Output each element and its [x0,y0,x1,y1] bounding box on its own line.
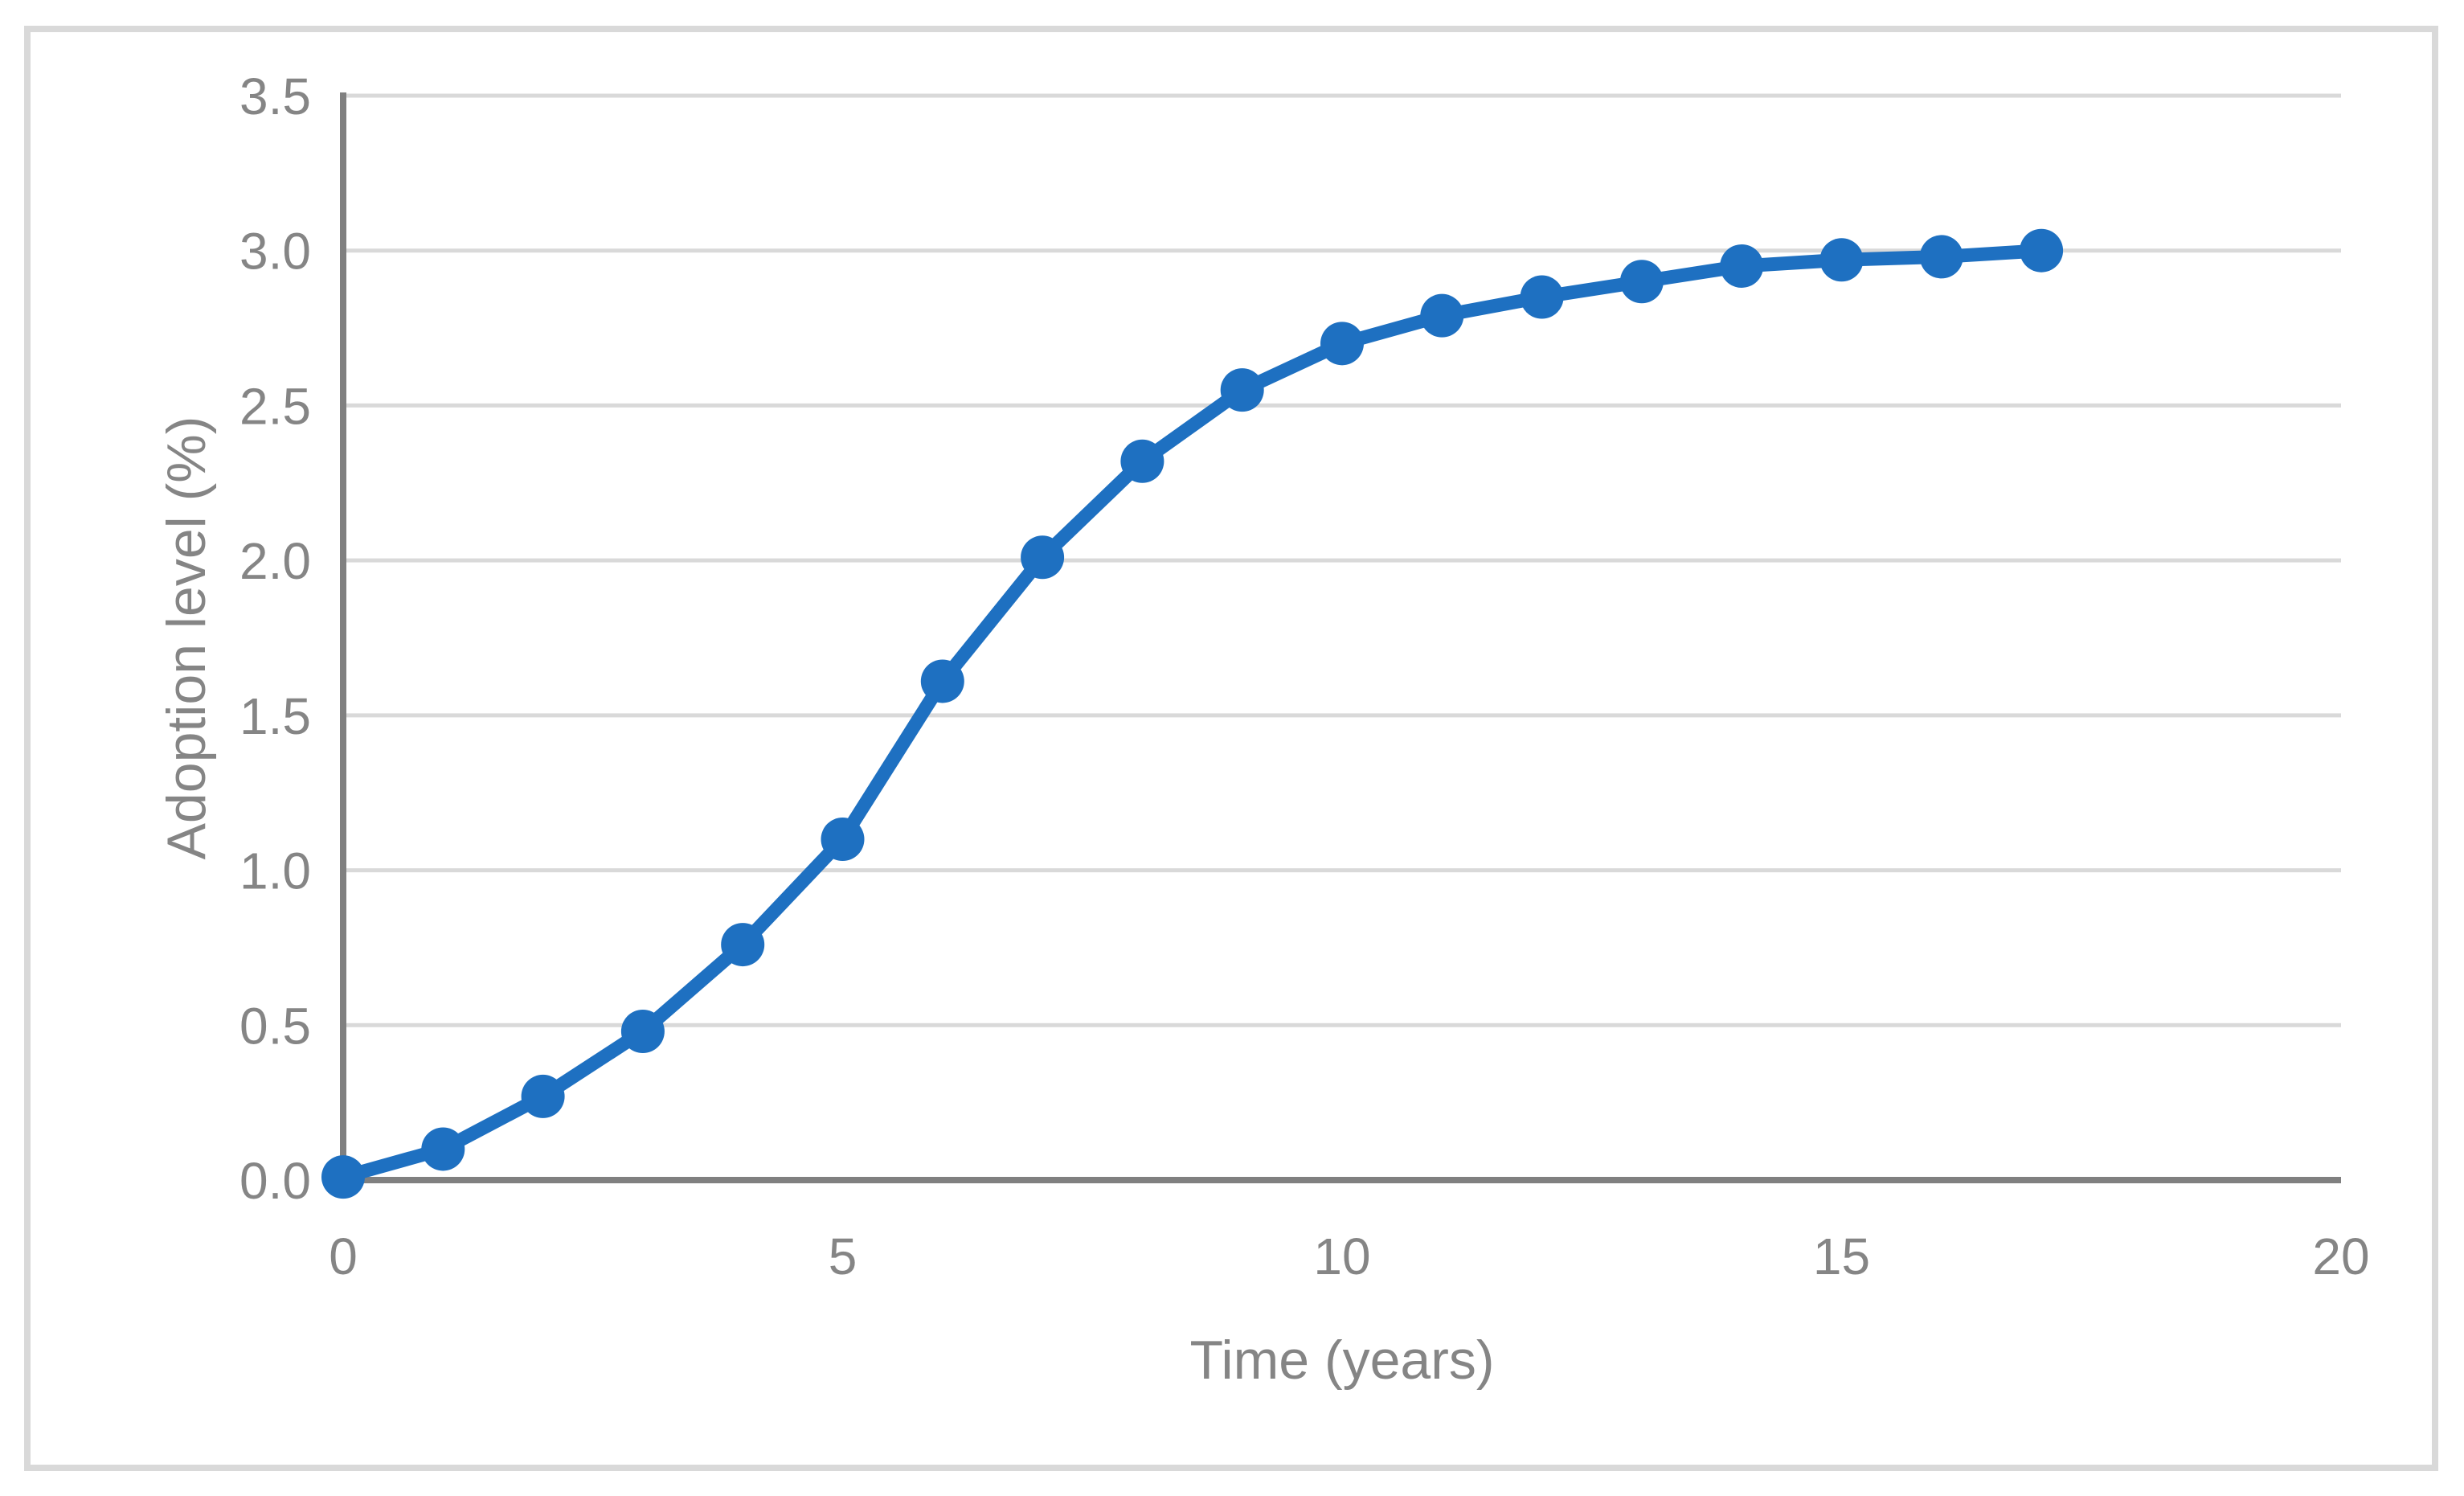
y-tick-label: 2.5 [239,377,311,435]
data-point-marker [1619,260,1664,304]
y-tick-label: 1.0 [239,842,311,900]
y-tick-label: 0.0 [239,1152,311,1210]
data-point-marker [521,1074,565,1118]
y-tick-label: 0.5 [239,997,311,1055]
data-point-marker [920,659,964,703]
x-tick-label: 5 [829,1228,857,1285]
data-point-marker [620,1009,665,1053]
y-tick-label: 1.5 [239,687,311,745]
x-tick-label: 15 [1813,1228,1870,1285]
data-point-marker [1120,439,1164,483]
data-point-marker [2020,228,2064,273]
x-tick-labels: 0 5 10 15 20 [329,1228,2369,1285]
data-point-marker [1320,322,1364,366]
y-tick-label: 2.0 [239,532,311,590]
y-tick-label: 3.5 [239,68,311,125]
x-tick-label: 10 [1313,1228,1370,1285]
x-tick-label: 20 [2312,1228,2369,1285]
data-point-marker [821,818,865,862]
data-point-marker [421,1127,465,1171]
y-tick-labels: 0.0 0.5 1.0 1.5 2.0 2.5 3.0 3.5 [239,68,311,1210]
data-point-marker [1021,535,1065,580]
y-axis-title: Adoption level (%) [156,416,217,860]
data-point-marker [1919,235,1963,279]
markers-group [321,228,2064,1199]
data-point-marker [1220,368,1264,412]
x-axis-title: Time (years) [1189,1330,1494,1391]
data-point-marker [721,923,765,967]
data-point-marker [1520,275,1564,319]
x-tick-label: 0 [329,1228,358,1285]
data-point-marker [1819,238,1864,282]
data-point-marker [1420,293,1464,338]
data-point-marker [1720,244,1764,288]
data-point-marker [321,1155,365,1199]
y-tick-label: 3.0 [239,223,311,281]
